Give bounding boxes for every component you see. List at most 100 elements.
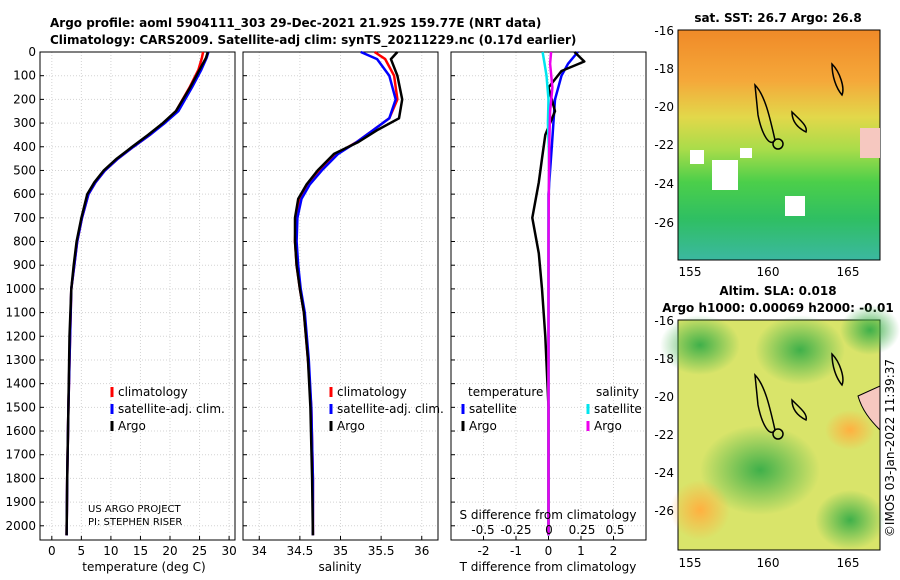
sst-xtick: 160 bbox=[757, 265, 780, 279]
x-tick-label: 25 bbox=[192, 544, 207, 558]
sdiff-tick-label: -0.25 bbox=[500, 523, 531, 537]
y-tick-label: 1200 bbox=[5, 329, 36, 343]
sla-xtick: 160 bbox=[757, 556, 780, 570]
y-tick-label: 300 bbox=[13, 116, 36, 130]
sla-ytick: -26 bbox=[654, 504, 674, 518]
y-tick-label: 1100 bbox=[5, 306, 36, 320]
series-line-satellite-adj-clim- bbox=[65, 51, 210, 536]
series-line-salinity-argo bbox=[547, 51, 554, 536]
difference-legend: temperature salinity satellite Argo sate… bbox=[461, 385, 642, 433]
sla-xtick: 155 bbox=[679, 556, 702, 570]
plot-frame bbox=[39, 51, 236, 541]
y-tick-label: 0 bbox=[28, 45, 36, 59]
legend-t-satellite-label: satellite bbox=[469, 402, 517, 416]
sst-ytick: -20 bbox=[654, 100, 674, 114]
sla-ytick: -22 bbox=[654, 428, 674, 442]
island-outline bbox=[791, 110, 808, 134]
series-line-argo bbox=[293, 51, 404, 536]
legend-s-argo-label: Argo bbox=[594, 419, 622, 433]
x-tick-label: 1 bbox=[577, 544, 585, 558]
y-tick-label: 700 bbox=[13, 211, 36, 225]
y-tick-label: 500 bbox=[13, 163, 36, 177]
x-tick-label: 34 bbox=[252, 544, 267, 558]
sst-map-field bbox=[677, 29, 881, 261]
x-tick-label: 15 bbox=[133, 544, 148, 558]
y-tick-label: 1400 bbox=[5, 377, 36, 391]
sst-ytick: -16 bbox=[654, 24, 674, 38]
y-tick-label: 1500 bbox=[5, 400, 36, 414]
sla-anomaly bbox=[840, 305, 900, 355]
sdiff-xlabel: S difference from climatology bbox=[460, 508, 637, 522]
float-position-marker bbox=[772, 428, 784, 440]
sla-anomaly bbox=[700, 425, 820, 515]
x-tick-label: 2 bbox=[610, 544, 618, 558]
sdiff-tick-label: 0.5 bbox=[605, 523, 624, 537]
temperature-xlabel: temperature (deg C) bbox=[82, 560, 205, 574]
x-tick-label: 0 bbox=[545, 544, 553, 558]
x-tick-label: 34.5 bbox=[287, 544, 314, 558]
sla-map-title: Altim. SLA: 0.018 bbox=[719, 284, 836, 298]
x-tick-label: 10 bbox=[103, 544, 118, 558]
series-line-climatology bbox=[65, 51, 205, 536]
y-tick-label: 600 bbox=[13, 187, 36, 201]
cloud-mask bbox=[785, 196, 805, 216]
y-tick-label: 1900 bbox=[5, 495, 36, 509]
legend-salinity-heading: salinity bbox=[596, 385, 639, 399]
x-tick-label: -1 bbox=[510, 544, 522, 558]
legend-argo-label: Argo bbox=[118, 419, 146, 433]
sla-anomaly bbox=[670, 480, 730, 540]
project-note: US ARGO PROJECT bbox=[88, 504, 182, 515]
legend-temperature-heading: temperature bbox=[468, 385, 543, 399]
sla-anomaly bbox=[755, 315, 845, 385]
sdiff-tick-label: -0.5 bbox=[471, 523, 494, 537]
imos-credit: ©IMOS 03-Jan-2022 11:39:37 bbox=[883, 359, 897, 537]
sla-ytick: -20 bbox=[654, 390, 674, 404]
sst-map-title: sat. SST: 26.7 Argo: 26.8 bbox=[694, 11, 861, 25]
cloud-mask bbox=[712, 160, 738, 190]
series-line-temperature-satellite bbox=[547, 51, 579, 536]
island-outline bbox=[831, 62, 844, 97]
y-tick-label: 100 bbox=[13, 69, 36, 83]
difference-panel: -2 -1 0 1 2 bbox=[450, 51, 647, 558]
sla-map bbox=[660, 305, 900, 551]
y-tick-label: 800 bbox=[13, 235, 36, 249]
sla-xtick: 165 bbox=[837, 556, 860, 570]
pi-note: PI: STEPHEN RISER bbox=[88, 517, 182, 528]
series-line-temperature-argo bbox=[531, 51, 586, 536]
y-tick-label: 1700 bbox=[5, 448, 36, 462]
sst-ytick: -18 bbox=[654, 62, 674, 76]
land bbox=[857, 385, 881, 432]
sla-axes: 155 160 165 -16 -18 -20 -22 -24 -26 bbox=[654, 314, 859, 570]
x-tick-label: -2 bbox=[478, 544, 490, 558]
legend-satellite-label: satellite-adj. clim. bbox=[337, 402, 444, 416]
title-line1: Argo profile: aoml 5904111_303 29-Dec-20… bbox=[50, 16, 541, 31]
x-tick-label: 20 bbox=[162, 544, 177, 558]
sla-map-subtitle: Argo h1000: 0.00069 h2000: -0.01 bbox=[662, 301, 893, 315]
y-tick-label: 400 bbox=[13, 140, 36, 154]
sdiff-tick-label: 0.25 bbox=[569, 523, 596, 537]
island-outline bbox=[831, 352, 844, 387]
y-tick-label: 900 bbox=[13, 258, 36, 272]
salinity-xlabel: salinity bbox=[318, 560, 361, 574]
sla-anomaly bbox=[815, 490, 885, 550]
legend-t-argo-label: Argo bbox=[469, 419, 497, 433]
x-tick-label: 5 bbox=[78, 544, 86, 558]
land bbox=[860, 128, 880, 158]
float-position-marker bbox=[772, 138, 784, 150]
cloud-mask bbox=[740, 148, 752, 158]
sst-ytick: -26 bbox=[654, 216, 674, 230]
x-tick-label: 35.5 bbox=[368, 544, 395, 558]
y-tick-label: 2000 bbox=[5, 519, 36, 533]
cloud-mask bbox=[690, 150, 704, 164]
legend-s-satellite-label: satellite bbox=[594, 402, 642, 416]
y-tick-label: 1000 bbox=[5, 282, 36, 296]
sst-ytick: -22 bbox=[654, 138, 674, 152]
legend-argo-label: Argo bbox=[337, 419, 365, 433]
sla-anomaly bbox=[660, 315, 740, 375]
sst-ytick: -24 bbox=[654, 177, 674, 191]
sst-map bbox=[677, 29, 881, 261]
sst-axes: 155 160 165 -16 -18 -20 -22 -24 -26 bbox=[654, 24, 859, 279]
temperature-legend: climatology satellite-adj. clim. Argo bbox=[110, 385, 225, 433]
sla-ytick: -16 bbox=[654, 314, 674, 328]
